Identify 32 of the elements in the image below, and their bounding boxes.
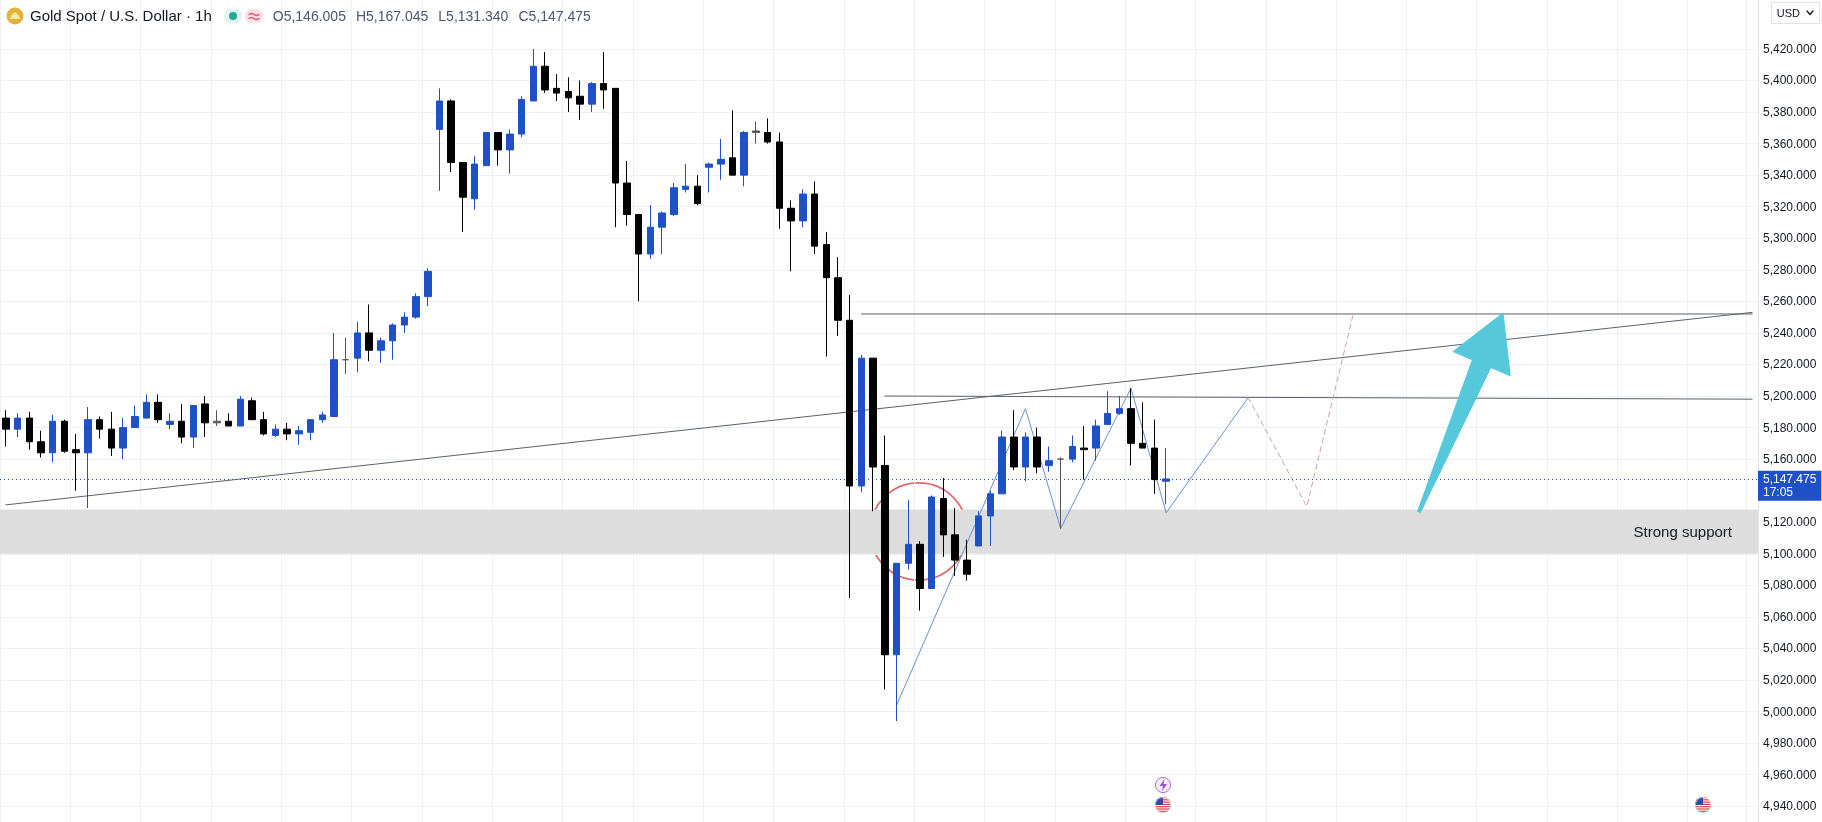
y-tick-label: 5,080.000 bbox=[1763, 578, 1817, 593]
annotation: O5,146.005 bbox=[272, 7, 346, 26]
y-tick-label: 5,420.000 bbox=[1763, 41, 1817, 56]
y-tick-label: 5,240.000 bbox=[1763, 325, 1817, 340]
y-tick-label: 4,940.000 bbox=[1763, 799, 1817, 814]
y-tick-label: 5,040.000 bbox=[1763, 641, 1817, 656]
ref-line-label: 5,147.475 17:05 bbox=[1763, 472, 1817, 500]
y-tick-label: 5,220.000 bbox=[1763, 357, 1817, 372]
y-tick-label: 5,200.000 bbox=[1763, 389, 1817, 404]
annotation: C5,147.475 bbox=[518, 7, 591, 26]
y-tick-label: 5,360.000 bbox=[1763, 136, 1817, 151]
y-tick-label: 5,180.000 bbox=[1763, 420, 1817, 435]
y-tick-label: 4,980.000 bbox=[1763, 736, 1817, 751]
y-tick-label: 5,100.000 bbox=[1763, 546, 1817, 561]
y-tick-label: 5,160.000 bbox=[1763, 452, 1817, 467]
y-axis-title: USD bbox=[1776, 7, 1800, 19]
y-tick-label: 5,400.000 bbox=[1763, 73, 1817, 88]
y-tick-label: 5,280.000 bbox=[1763, 262, 1817, 277]
annotation: H5,167.045 bbox=[355, 7, 429, 26]
annotation: L5,131.340 bbox=[438, 7, 509, 26]
y-tick-label: 5,020.000 bbox=[1763, 673, 1817, 687]
y-tick-label: 5,120.000 bbox=[1763, 515, 1817, 530]
y-tick-label: 5,060.000 bbox=[1763, 609, 1817, 624]
y-tick-label: 5,300.000 bbox=[1763, 231, 1817, 246]
y-tick-label: 4,960.000 bbox=[1763, 767, 1817, 782]
band-label: Strong support bbox=[1633, 523, 1733, 541]
y-tick-label: 5,260.000 bbox=[1763, 294, 1817, 309]
y-tick-label: 5,380.000 bbox=[1763, 105, 1817, 120]
text: Gold Spot / U.S. Dollar · 1h bbox=[30, 6, 212, 26]
y-tick-label: 5,320.000 bbox=[1763, 199, 1817, 214]
y-tick-label: 5,000.000 bbox=[1763, 704, 1817, 719]
y-tick-label: 5,340.000 bbox=[1763, 168, 1817, 183]
